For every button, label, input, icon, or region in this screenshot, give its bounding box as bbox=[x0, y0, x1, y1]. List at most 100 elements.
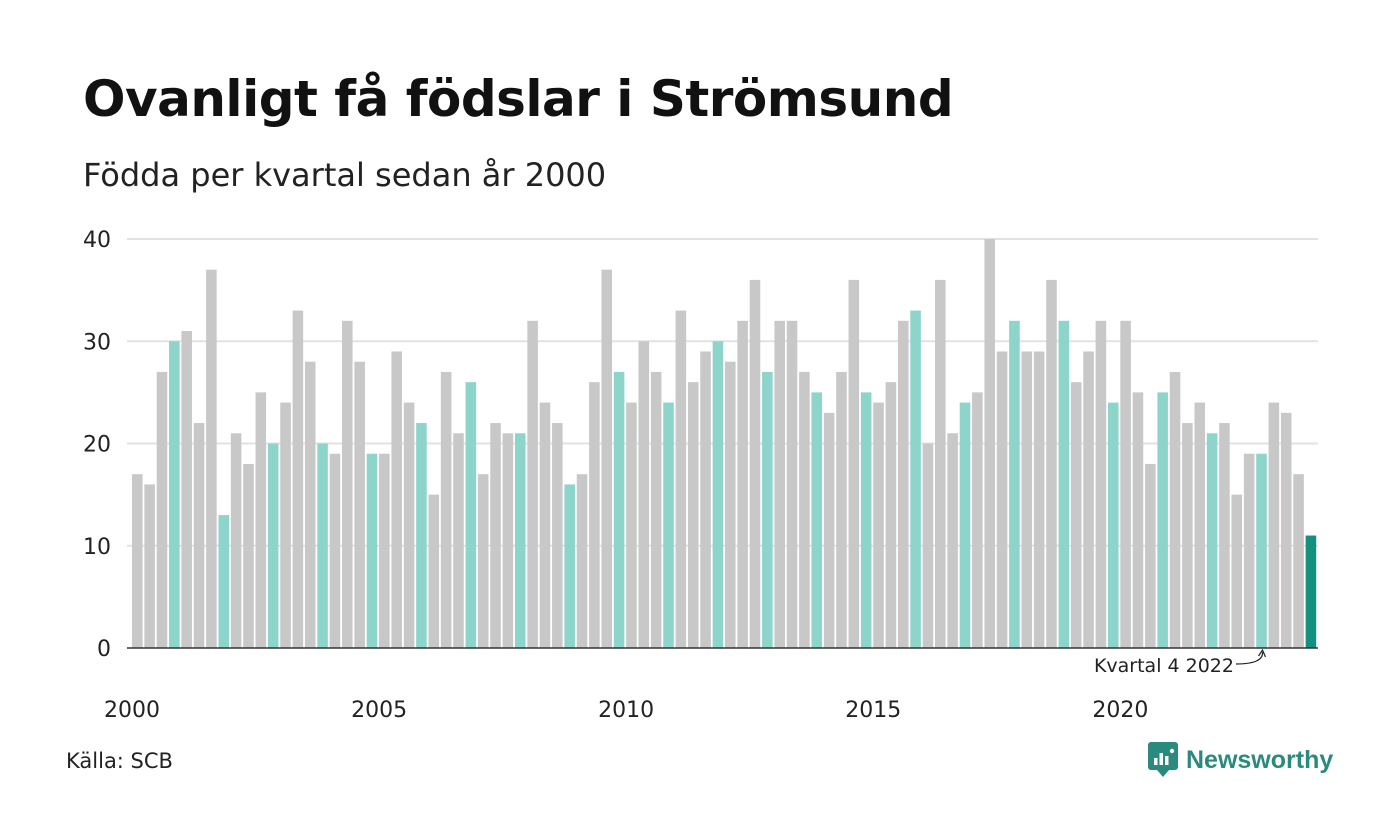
y-tick-label: 20 bbox=[83, 433, 111, 458]
bar bbox=[292, 310, 304, 648]
bar bbox=[243, 463, 254, 648]
bar bbox=[502, 433, 514, 648]
chart-title: Ovanligt få födslar i Strömsund bbox=[83, 70, 954, 128]
bar bbox=[1009, 320, 1020, 648]
bar bbox=[836, 371, 847, 648]
bar bbox=[823, 412, 835, 648]
bar bbox=[1256, 453, 1267, 648]
annotation-arrowhead bbox=[1258, 648, 1267, 658]
bar bbox=[1021, 351, 1033, 648]
bar bbox=[342, 320, 353, 648]
bar-chart: 0 10 20 30 40 2000 2005 2010 2015 2020 Kvartal 4 2… bbox=[83, 228, 1318, 723]
bar bbox=[206, 269, 217, 648]
bar bbox=[156, 371, 168, 648]
bar bbox=[1083, 351, 1094, 648]
bar bbox=[181, 331, 192, 648]
bar bbox=[391, 351, 402, 648]
x-tick-label: 2010 bbox=[598, 698, 654, 723]
x-tick-label: 2020 bbox=[1092, 698, 1148, 723]
bar bbox=[218, 515, 230, 648]
bar bbox=[564, 484, 575, 648]
bar bbox=[860, 392, 872, 648]
bar bbox=[1145, 463, 1156, 648]
bar bbox=[416, 423, 427, 648]
bar bbox=[1169, 371, 1181, 648]
bar bbox=[317, 443, 328, 648]
bar bbox=[539, 402, 551, 648]
bar bbox=[799, 371, 810, 648]
y-tick-label: 40 bbox=[83, 228, 111, 253]
bar bbox=[712, 341, 724, 648]
bar bbox=[440, 371, 452, 648]
bar bbox=[762, 371, 773, 648]
bar bbox=[193, 423, 205, 648]
annotation-label: Kvartal 4 2022 bbox=[1094, 655, 1234, 677]
bar bbox=[403, 402, 415, 648]
bar bbox=[613, 371, 625, 648]
bar bbox=[935, 279, 946, 648]
bar bbox=[453, 433, 464, 648]
y-tick-label: 0 bbox=[97, 637, 111, 662]
brand-logo: Newsworthy bbox=[1148, 742, 1333, 778]
bar bbox=[1206, 433, 1218, 648]
source-label: Källa: SCB bbox=[66, 749, 173, 773]
bar bbox=[984, 239, 995, 648]
bar bbox=[601, 269, 613, 648]
x-tick-label: 2005 bbox=[351, 698, 407, 723]
bar bbox=[786, 320, 798, 648]
bar bbox=[1243, 453, 1255, 648]
bar bbox=[379, 453, 390, 648]
bar bbox=[700, 351, 711, 648]
bar bbox=[465, 382, 477, 648]
bar bbox=[675, 310, 687, 648]
bar bbox=[1268, 402, 1280, 648]
bar bbox=[490, 423, 501, 648]
bar bbox=[1095, 320, 1107, 648]
bar bbox=[366, 453, 378, 648]
bar bbox=[230, 433, 242, 648]
bar bbox=[972, 392, 983, 648]
bar bbox=[650, 371, 662, 648]
bar bbox=[1120, 320, 1131, 648]
bar bbox=[1194, 402, 1206, 648]
bar bbox=[1305, 535, 1317, 648]
bar bbox=[329, 453, 341, 648]
bar bbox=[663, 402, 674, 648]
bar bbox=[638, 341, 650, 648]
bar bbox=[947, 433, 958, 648]
bar bbox=[922, 443, 934, 648]
bar bbox=[749, 279, 761, 648]
brand-name: Newsworthy bbox=[1186, 745, 1334, 774]
bar bbox=[255, 392, 267, 648]
bar bbox=[304, 361, 316, 648]
x-tick-label: 2015 bbox=[845, 698, 901, 723]
bar bbox=[1070, 382, 1082, 648]
bar bbox=[576, 474, 588, 648]
bar bbox=[897, 320, 909, 648]
bar bbox=[959, 402, 971, 648]
annotation-arrow bbox=[1235, 651, 1264, 665]
y-tick-label: 10 bbox=[83, 535, 111, 560]
bar bbox=[552, 423, 563, 648]
bar bbox=[477, 474, 489, 648]
bar bbox=[1293, 474, 1304, 648]
bar bbox=[811, 392, 823, 648]
bar-chart-speech-bubble-icon bbox=[1148, 742, 1178, 777]
bar bbox=[1058, 320, 1070, 648]
bar bbox=[885, 382, 897, 648]
bar bbox=[848, 279, 860, 648]
bar bbox=[169, 341, 180, 648]
bar bbox=[626, 402, 637, 648]
bar bbox=[725, 361, 736, 648]
x-tick-label: 2000 bbox=[104, 698, 160, 723]
bar bbox=[996, 351, 1008, 648]
bar bbox=[132, 474, 143, 648]
bar bbox=[1231, 494, 1243, 648]
bar bbox=[687, 382, 699, 648]
bar bbox=[1280, 412, 1292, 648]
bar bbox=[354, 361, 365, 648]
bar bbox=[1033, 351, 1045, 648]
bar bbox=[589, 382, 600, 648]
bar bbox=[144, 484, 155, 648]
bar bbox=[1219, 423, 1230, 648]
